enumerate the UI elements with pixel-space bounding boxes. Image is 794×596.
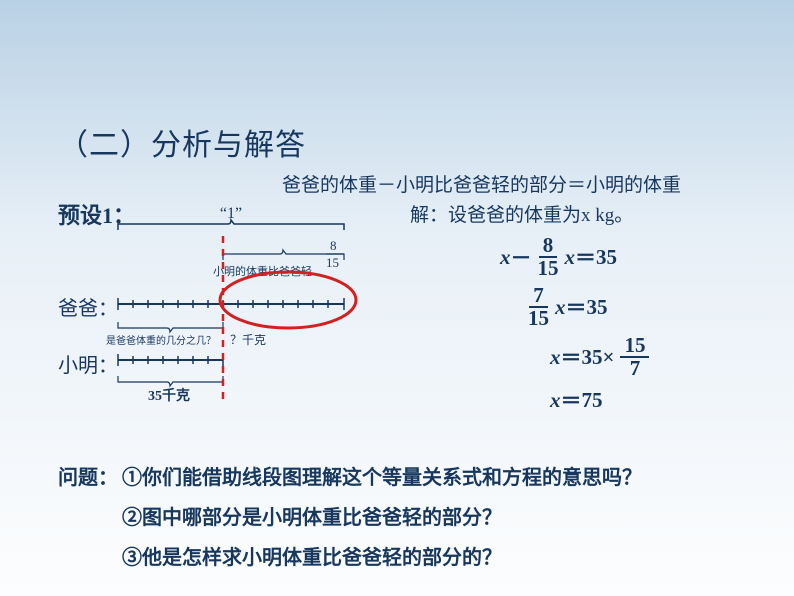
value-35: 35 — [582, 345, 603, 370]
diagram-svg: “1” 小明的体重比爸爸轻 8 15 — [58, 200, 378, 440]
denominator: 15 — [534, 258, 563, 279]
value-75: 75 — [582, 388, 603, 413]
equals-sign: ＝ — [566, 292, 587, 322]
var-x: x — [565, 245, 576, 270]
var-x: x — [550, 345, 561, 370]
fraction-8-15: 8 15 — [534, 235, 563, 279]
weight-brace — [118, 376, 223, 386]
equation-line-3: x ＝ 35 × 15 7 — [550, 335, 651, 379]
section-title: （二）分析与解答 — [58, 120, 306, 164]
fraction-7-15: 7 15 — [524, 285, 553, 329]
equation-line-1: x － 8 15 x ＝ 35 — [500, 235, 651, 279]
question-1: ①你们能借助线段图理解这个等量关系式和方程的意思吗？ — [122, 467, 642, 489]
red-ellipse — [220, 272, 356, 328]
equals-sign: ＝ — [575, 242, 596, 272]
equals-sign: ＝ — [561, 342, 582, 372]
solution-block: 解：设爸爸的体重为x kg。 x － 8 15 x ＝ 35 7 15 x ＝ … — [410, 200, 651, 421]
denominator: 7 — [626, 358, 645, 379]
equation-line-2: 7 15 x ＝ 35 — [522, 285, 651, 329]
var-x: x — [500, 245, 511, 270]
question-1-row: 问题：①你们能借助线段图理解这个等量关系式和方程的意思吗？ — [58, 458, 642, 498]
question-3-row: ③他是怎样求小明体重比爸爸轻的部分的？ — [58, 538, 642, 578]
equation-line-4: x ＝ 75 — [550, 385, 651, 415]
top-brace — [118, 220, 344, 230]
frac-15: 15 — [326, 255, 339, 270]
question-2-row: ②图中哪部分是小明体重比爸爸轻的部分？ — [58, 498, 642, 538]
numerator: 15 — [620, 335, 649, 358]
denominator: 15 — [524, 308, 553, 329]
value-35: 35 — [596, 245, 617, 270]
question-3: ③他是怎样求小明体重比爸爸轻的部分的？ — [122, 547, 502, 569]
equality-statement: 爸爸的体重－小明比爸爸轻的部分＝小明的体重 — [282, 170, 681, 197]
solution-intro: 解：设爸爸的体重为x kg。 — [410, 200, 651, 227]
ratio-annotation: 是爸爸体重的几分之几？ — [106, 334, 216, 347]
numerator: 7 — [529, 285, 548, 308]
equals-sign: ＝ — [561, 385, 582, 415]
weight-35: 35千克 — [148, 387, 190, 404]
numerator: 8 — [539, 235, 558, 258]
times-sign: × — [603, 345, 615, 370]
frac-8: 8 — [330, 238, 337, 253]
question-block: 问题：①你们能借助线段图理解这个等量关系式和方程的意思吗？ ②图中哪部分是小明体… — [58, 458, 642, 578]
question-2: ②图中哪部分是小明体重比爸爸轻的部分？ — [122, 507, 502, 529]
var-x: x — [550, 388, 561, 413]
minus-sign: － — [511, 242, 532, 272]
ratio-brace — [118, 322, 223, 332]
question-label: 问题： — [58, 458, 122, 498]
var-x: x — [555, 295, 566, 320]
question-kg: ？千克 — [230, 333, 266, 347]
line-diagram: “1” 小明的体重比爸爸轻 8 15 — [58, 200, 378, 420]
fraction-15-7: 15 7 — [620, 335, 649, 379]
value-35: 35 — [587, 295, 608, 320]
